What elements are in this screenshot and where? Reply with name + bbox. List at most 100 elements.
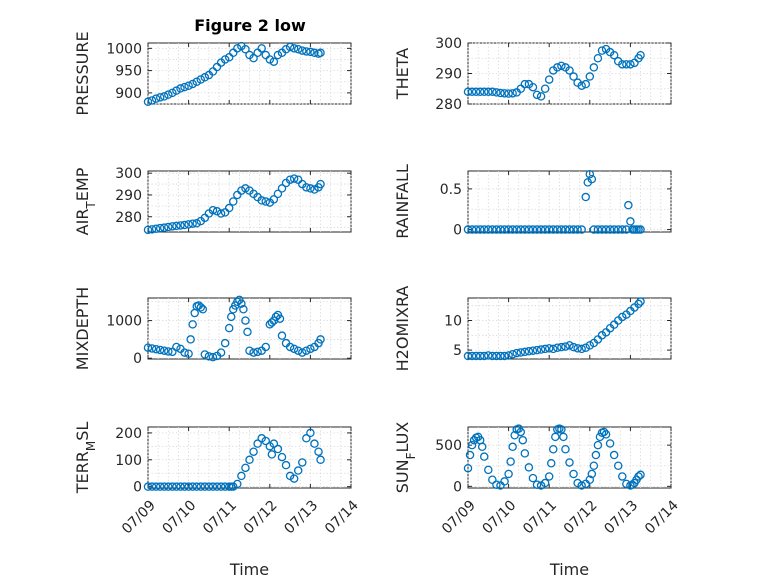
- data-point: [172, 342, 181, 352]
- data-point: [216, 348, 226, 357]
- y-tick-label: 300: [115, 166, 142, 182]
- y-tick-label: 5: [453, 343, 462, 359]
- data-point: [634, 299, 643, 309]
- y-tick-label: 0: [133, 351, 142, 367]
- data-point: [577, 81, 586, 90]
- data-point: [289, 44, 299, 53]
- data-point: [636, 297, 645, 306]
- plot-area: [147, 42, 352, 105]
- data-point: [589, 461, 599, 470]
- data-point: [581, 79, 590, 89]
- data-point: [180, 348, 189, 357]
- y-axis-label: MIXDEPTH: [73, 287, 92, 370]
- series-markers: [143, 295, 325, 362]
- data-point: [561, 342, 570, 351]
- data-point: [488, 225, 497, 234]
- data-point: [224, 203, 234, 213]
- data-point: [302, 183, 311, 192]
- data-point: [577, 225, 586, 234]
- data-point: [624, 200, 633, 210]
- data-point: [565, 225, 574, 234]
- data-point: [172, 482, 181, 491]
- data-point: [200, 73, 210, 82]
- data-point: [540, 84, 550, 94]
- subplot-4: 0 0.5 RAINFALL: [393, 164, 672, 239]
- y-axis-label: SUNFLUX: [393, 422, 418, 494]
- data-point: [467, 225, 477, 234]
- data-point: [302, 47, 311, 56]
- data-point: [310, 185, 319, 194]
- data-point: [155, 223, 165, 233]
- series-markers: [143, 174, 325, 235]
- data-point: [593, 225, 603, 234]
- data-point: [314, 447, 323, 456]
- data-point: [467, 351, 477, 361]
- data-point: [186, 335, 195, 344]
- data-point: [249, 348, 258, 357]
- data-point: [168, 88, 177, 98]
- data-point: [224, 323, 234, 333]
- data-point: [557, 342, 566, 352]
- data-point: [155, 93, 165, 102]
- data-point: [599, 427, 609, 437]
- data-point: [618, 225, 627, 234]
- y-tick-label: 1000: [106, 41, 142, 57]
- data-point: [281, 44, 291, 54]
- subplot-8: 0 500 SUNFLUX 07/09 07/10 07/11 07/12 07/13 07/1…: [393, 422, 682, 579]
- data-point: [147, 96, 157, 105]
- data-point: [557, 225, 566, 234]
- data-point: [196, 303, 206, 312]
- data-point: [208, 352, 218, 362]
- data-point: [475, 225, 485, 234]
- data-point: [233, 479, 242, 489]
- data-point: [577, 481, 586, 490]
- data-point: [233, 297, 242, 307]
- data-point: [492, 351, 501, 361]
- data-point: [467, 87, 477, 97]
- x-tick-label: 07/09: [439, 498, 479, 538]
- y-tick-label: 950: [115, 64, 142, 80]
- data-point: [293, 44, 303, 54]
- data-point: [241, 44, 250, 54]
- x-tick-label: 07/09: [119, 498, 159, 538]
- data-point: [147, 482, 157, 491]
- data-point: [613, 225, 623, 234]
- data-point: [200, 350, 210, 359]
- data-point: [500, 89, 509, 98]
- data-point: [237, 186, 246, 195]
- data-point: [237, 471, 246, 481]
- data-point: [159, 346, 169, 355]
- data-point: [520, 225, 530, 234]
- plot-area: [467, 426, 672, 489]
- data-point: [488, 351, 497, 361]
- y-tick-label: 290: [115, 188, 142, 204]
- y-tick-label: 280: [435, 97, 462, 113]
- data-point: [285, 175, 295, 184]
- data-point: [188, 79, 197, 89]
- data-point: [241, 184, 250, 193]
- plot-area: [467, 170, 672, 233]
- data-point: [253, 439, 262, 448]
- data-point: [597, 225, 607, 234]
- subplot-5: 0 1000 MIXDEPTH: [73, 287, 352, 370]
- data-point: [609, 225, 619, 234]
- x-tick-label: 07/10: [160, 498, 200, 538]
- data-point: [565, 66, 574, 75]
- data-point: [488, 87, 497, 97]
- data-point: [289, 344, 299, 354]
- data-point: [316, 179, 325, 189]
- data-point: [536, 92, 546, 101]
- data-point: [212, 207, 222, 216]
- data-point: [591, 450, 601, 460]
- series-markers: [143, 428, 325, 491]
- data-point: [544, 75, 554, 84]
- data-point: [544, 472, 554, 481]
- data-point: [471, 351, 481, 361]
- subplot-1: 900 950 1000 PRESSURE: [73, 31, 352, 116]
- data-point: [585, 475, 595, 485]
- data-point: [188, 219, 197, 228]
- y-axis-label: PRESSURE: [73, 31, 92, 115]
- data-point: [528, 225, 538, 234]
- data-point: [151, 482, 161, 491]
- data-point: [561, 225, 570, 234]
